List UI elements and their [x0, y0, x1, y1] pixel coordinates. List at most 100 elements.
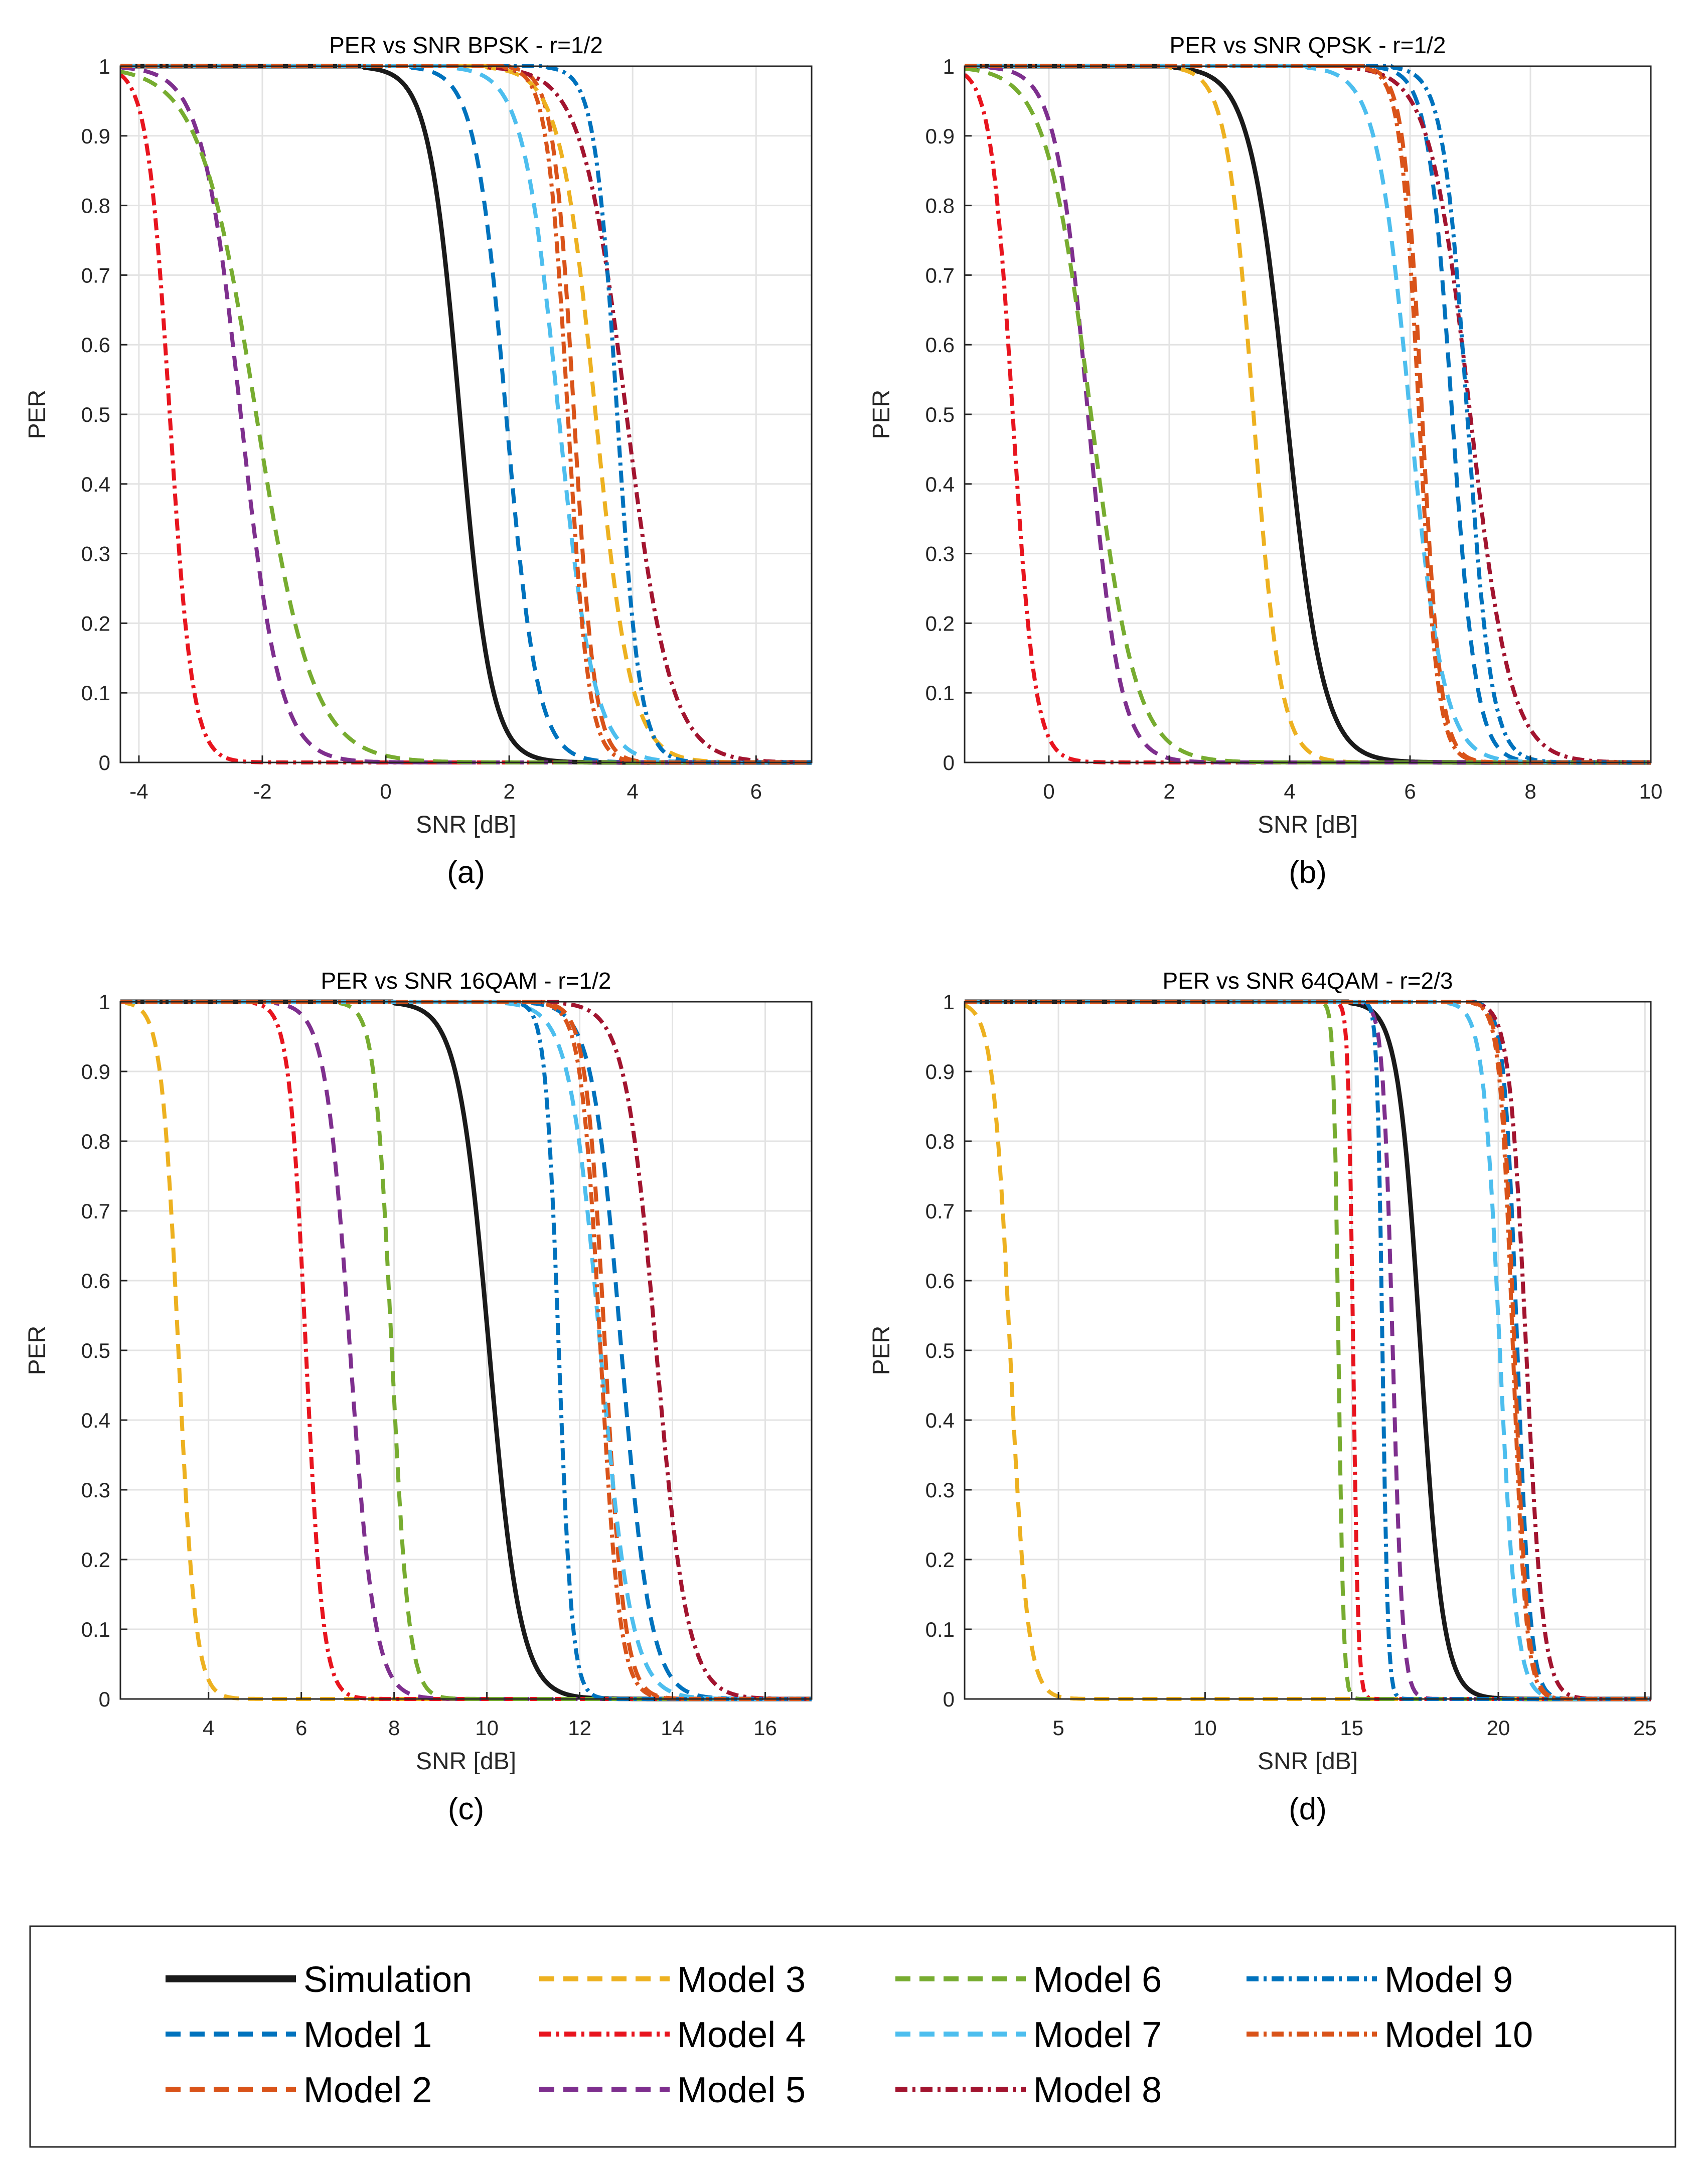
- y-tick-label: 0.1: [925, 1618, 955, 1641]
- y-tick-label: 0.1: [925, 681, 955, 705]
- y-tick-label: 0.5: [925, 403, 955, 426]
- chart-title: PER vs SNR 16QAM - r=1/2: [321, 968, 611, 994]
- y-tick-label: 0.4: [925, 1409, 955, 1432]
- x-axis-label: SNR [dB]: [1258, 1748, 1358, 1775]
- x-tick-label: -2: [253, 780, 271, 803]
- y-tick-label: 0.3: [925, 1478, 955, 1502]
- y-tick-label: 0.8: [81, 194, 110, 218]
- legend-label-m4: Model 4: [677, 2015, 806, 2055]
- y-tick-label: 0.9: [81, 124, 110, 148]
- x-tick-label: 4: [627, 780, 639, 803]
- y-tick-label: 0.6: [81, 333, 110, 357]
- y-tick-label: 0.2: [925, 611, 955, 635]
- y-tick-label: 1: [99, 990, 110, 1014]
- y-tick-label: 0.8: [925, 194, 955, 218]
- legend-label-m10: Model 10: [1384, 2015, 1533, 2055]
- y-tick-label: 0: [943, 751, 955, 774]
- y-tick-label: 0.3: [81, 542, 110, 566]
- y-tick-label: 0.2: [925, 1548, 955, 1572]
- legend-label-m6: Model 6: [1033, 1960, 1162, 2000]
- panel-caption: (b): [1289, 855, 1327, 890]
- x-tick-label: 4: [1284, 780, 1295, 803]
- panel-caption: (a): [447, 855, 485, 890]
- y-tick-label: 1: [943, 990, 955, 1014]
- x-tick-label: 25: [1633, 1716, 1657, 1740]
- legend-label-m9: Model 9: [1384, 1960, 1513, 2000]
- x-tick-label: 16: [753, 1716, 777, 1740]
- y-tick-label: 0.4: [81, 1409, 110, 1432]
- y-tick-label: 0.3: [81, 1478, 110, 1502]
- y-tick-label: 0.1: [81, 681, 110, 705]
- legend-label-m2: Model 2: [303, 2070, 432, 2110]
- y-tick-label: 0.5: [81, 403, 110, 426]
- legend-label-m7: Model 7: [1033, 2015, 1162, 2055]
- y-tick-label: 0: [99, 1687, 110, 1711]
- x-tick-label: 12: [568, 1716, 591, 1740]
- chart-title: PER vs SNR BPSK - r=1/2: [329, 32, 603, 58]
- x-tick-label: 6: [295, 1716, 307, 1740]
- y-tick-label: 0.2: [81, 1548, 110, 1572]
- x-tick-label: 2: [503, 780, 515, 803]
- y-tick-label: 0.3: [925, 542, 955, 566]
- y-axis-label: PER: [24, 390, 51, 439]
- y-tick-label: 1: [943, 55, 955, 78]
- legend-label-m1: Model 1: [303, 2015, 432, 2055]
- y-tick-label: 0.6: [81, 1269, 110, 1293]
- x-axis-label: SNR [dB]: [416, 1748, 516, 1775]
- chart-panel-d: 00.10.20.30.40.50.60.70.80.915 10 15 20 25PE…: [868, 968, 1657, 1826]
- x-tick-label: 4: [203, 1716, 214, 1740]
- chart-panel-b: 00.10.20.30.40.50.60.70.80.910 2 4 6 8 10PER …: [868, 32, 1662, 890]
- x-tick-label: 2: [1163, 780, 1175, 803]
- series-line-m4: [965, 73, 1651, 764]
- y-tick-label: 0.4: [925, 473, 955, 496]
- y-tick-label: 0.9: [925, 1060, 955, 1083]
- chart-panel-c: 00.10.20.30.40.50.60.70.80.914 6 8 10 12 14 16…: [24, 968, 813, 1826]
- chart-title: PER vs SNR 64QAM - r=2/3: [1163, 968, 1453, 994]
- panel-caption: (c): [448, 1792, 484, 1826]
- y-tick-label: 0.6: [925, 333, 955, 357]
- y-axis-label: PER: [868, 390, 895, 439]
- x-tick-label: 14: [661, 1716, 684, 1740]
- x-tick-label: 10: [475, 1716, 499, 1740]
- x-tick-label: 8: [1524, 780, 1536, 803]
- legend: Simulation Model 1 Model 2 Model 3 Model 4 Mo…: [29, 1925, 1676, 2148]
- legend-label-m8: Model 8: [1033, 2070, 1162, 2110]
- chart-panel-a: 0 0.1 0.2 0.3 0.4 0.5 0.6 0.7 0.8 0.9 1 -4 -2 0 2 4 6 PER…: [24, 32, 813, 890]
- legend-label-sim: Simulation: [303, 1960, 472, 2000]
- x-tick-label: 6: [750, 780, 762, 803]
- x-tick-label: 20: [1487, 1716, 1510, 1740]
- x-tick-label: 8: [388, 1716, 400, 1740]
- series-line-m1: [120, 64, 812, 764]
- y-axis-label: PER: [868, 1326, 895, 1375]
- y-tick-label: 0.5: [925, 1339, 955, 1362]
- y-tick-label: 1: [99, 55, 110, 78]
- y-tick-label: 0.7: [81, 263, 110, 287]
- x-tick-label: 15: [1340, 1716, 1363, 1740]
- panel-caption: (d): [1289, 1792, 1327, 1826]
- y-tick-label: 0: [99, 751, 110, 774]
- legend-label-m5: Model 5: [677, 2070, 806, 2110]
- legend-label-m3: Model 3: [677, 1960, 806, 2000]
- x-tick-label: -4: [129, 780, 148, 803]
- x-tick-label: 10: [1193, 1716, 1217, 1740]
- y-tick-label: 0.9: [925, 124, 955, 148]
- y-tick-label: 0.7: [925, 263, 955, 287]
- y-tick-label: 0.1: [81, 1618, 110, 1641]
- x-axis-label: SNR [dB]: [416, 812, 516, 838]
- y-tick-label: 0.8: [81, 1130, 110, 1153]
- x-axis-label: SNR [dB]: [1258, 812, 1358, 838]
- x-tick-label: 6: [1404, 780, 1416, 803]
- x-tick-label: 5: [1052, 1716, 1064, 1740]
- y-tick-label: 0: [943, 1687, 955, 1711]
- y-tick-label: 0.2: [81, 611, 110, 635]
- y-tick-label: 0.8: [925, 1130, 955, 1153]
- y-tick-label: 0.6: [925, 1269, 955, 1293]
- y-tick-label: 0.5: [81, 1339, 110, 1362]
- x-tick-label: 0: [1043, 780, 1054, 803]
- y-tick-label: 0.4: [81, 473, 110, 496]
- chart-title: PER vs SNR QPSK - r=1/2: [1170, 32, 1446, 58]
- y-tick-label: 0.7: [925, 1199, 955, 1223]
- y-axis-label: PER: [24, 1326, 51, 1375]
- y-tick-label: 0.7: [81, 1199, 110, 1223]
